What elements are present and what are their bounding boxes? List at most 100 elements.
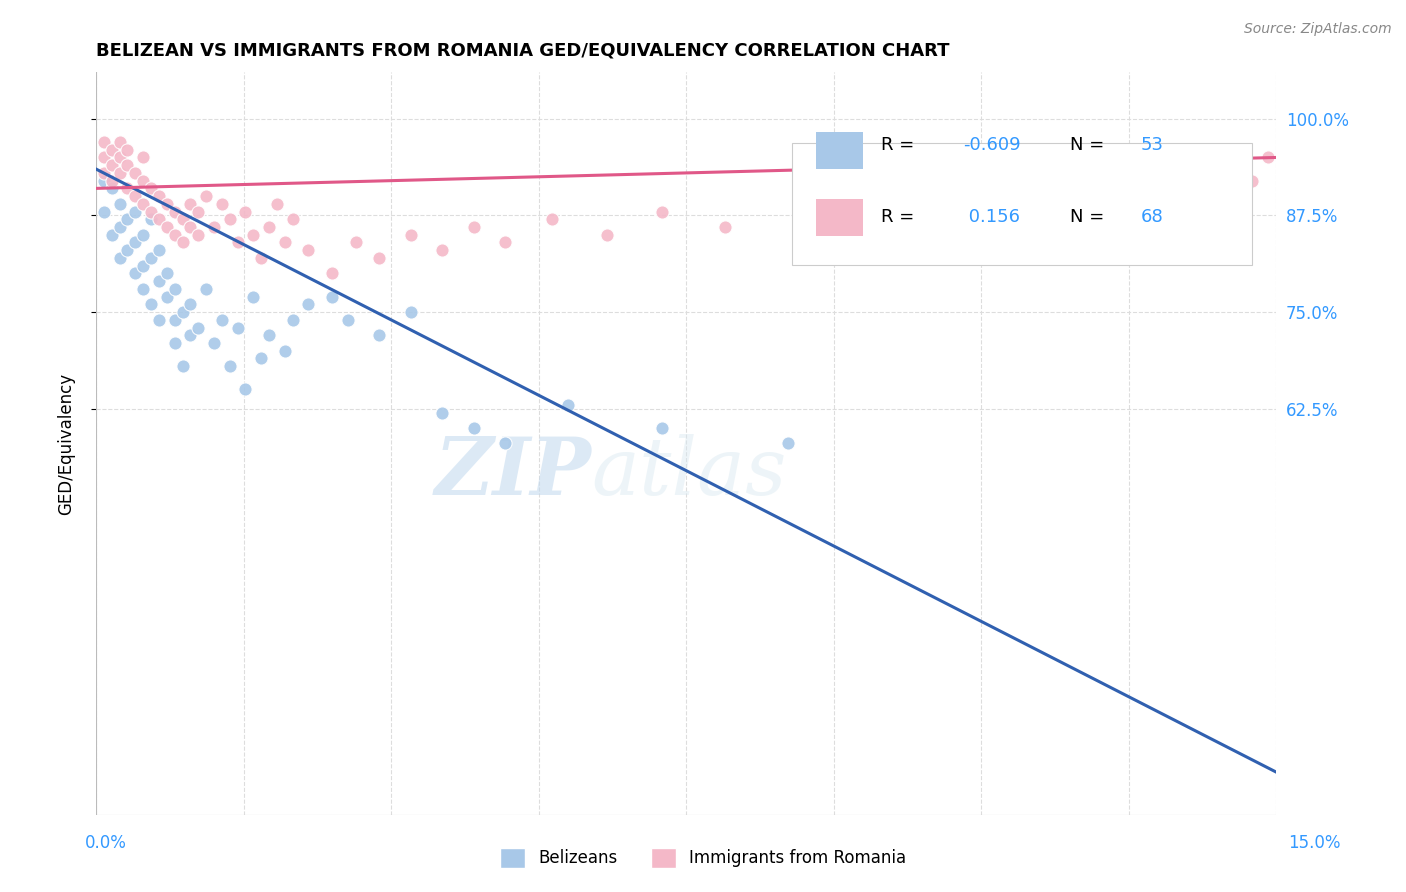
Point [139,297,162,311]
Point [202,336,225,351]
Point [368,251,391,265]
Point [226,235,249,250]
Point [108,151,131,165]
Point [132,197,155,211]
Point [100,158,122,172]
Point [187,227,209,242]
Point [179,197,201,211]
Point [557,398,579,412]
Text: R =: R = [880,136,920,154]
Text: 15.0%: 15.0% [1288,834,1341,852]
Point [132,259,155,273]
Point [250,251,273,265]
Point [117,212,139,227]
Point [124,204,146,219]
Point [399,227,422,242]
Point [163,227,186,242]
Point [1202,181,1225,195]
Point [139,181,162,195]
Point [93,151,115,165]
Point [156,220,179,235]
Point [1209,166,1232,180]
Point [1108,204,1130,219]
Point [872,212,894,227]
Point [950,244,973,258]
Point [100,143,122,157]
Point [179,220,201,235]
Point [132,151,155,165]
Point [321,290,343,304]
Point [596,227,619,242]
Y-axis label: GED/Equivalency: GED/Equivalency [58,373,75,515]
Point [148,313,170,327]
Point [778,436,800,450]
Point [148,189,170,203]
Text: -0.609: -0.609 [963,136,1021,154]
Point [172,359,194,374]
Point [399,305,422,319]
FancyBboxPatch shape [792,143,1253,266]
Point [226,320,249,334]
Point [321,267,343,281]
Point [463,220,485,235]
Point [242,227,264,242]
Text: BELIZEAN VS IMMIGRANTS FROM ROMANIA GED/EQUIVALENCY CORRELATION CHART: BELIZEAN VS IMMIGRANTS FROM ROMANIA GED/… [96,42,949,60]
Point [108,251,131,265]
Point [124,267,146,281]
Point [195,189,218,203]
Text: 68: 68 [1140,208,1163,227]
Point [1241,174,1264,188]
Point [163,282,186,296]
Point [179,297,201,311]
Point [172,235,194,250]
Point [494,235,516,250]
Point [430,244,453,258]
Point [93,166,115,180]
Point [117,181,139,195]
Point [100,174,122,188]
Text: N =: N = [1070,136,1109,154]
Point [257,328,280,343]
Point [250,351,273,366]
Point [211,313,233,327]
Point [156,290,179,304]
Point [218,359,240,374]
Point [242,290,264,304]
Point [156,267,179,281]
Point [132,282,155,296]
Point [541,212,564,227]
Point [172,212,194,227]
Point [187,320,209,334]
Point [297,244,319,258]
Point [108,220,131,235]
Point [714,220,737,235]
FancyBboxPatch shape [815,132,863,169]
Text: N =: N = [1070,208,1109,227]
Point [132,227,155,242]
Point [651,204,673,219]
Point [148,212,170,227]
Point [257,220,280,235]
Text: R =: R = [880,208,920,227]
Point [235,204,257,219]
Point [1029,220,1052,235]
Point [100,181,122,195]
Point [124,189,146,203]
Text: Source: ZipAtlas.com: Source: ZipAtlas.com [1244,22,1392,37]
Point [163,336,186,351]
Point [235,383,257,397]
Text: ZIP: ZIP [434,434,592,512]
Point [195,282,218,296]
Point [336,313,359,327]
Point [117,244,139,258]
Text: 0.0%: 0.0% [84,834,127,852]
Point [108,166,131,180]
Point [139,204,162,219]
Point [163,313,186,327]
Point [651,421,673,435]
Point [368,328,391,343]
Point [163,204,186,219]
Point [1257,151,1279,165]
Point [139,251,162,265]
Text: 0.156: 0.156 [963,208,1021,227]
